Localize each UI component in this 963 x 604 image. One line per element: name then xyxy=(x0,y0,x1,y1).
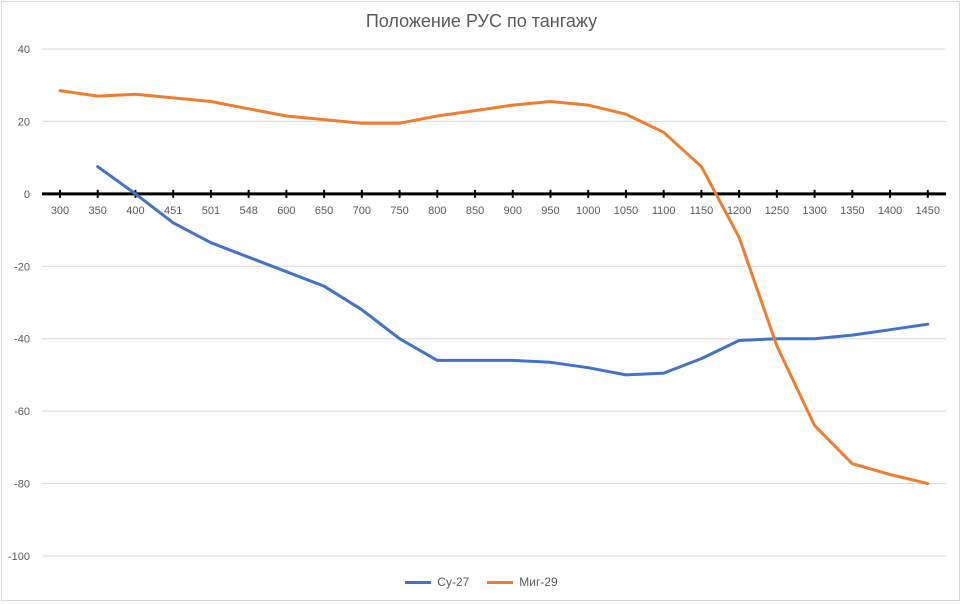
legend-swatch-su27 xyxy=(405,580,432,584)
y-tick-label: -100 xyxy=(8,551,30,563)
chart-title: Положение РУС по тангажу xyxy=(365,11,598,31)
y-tick-label: 40 xyxy=(18,44,30,56)
x-tick-label: 350 xyxy=(89,205,107,217)
y-tick-label: -40 xyxy=(14,334,30,346)
x-tick-label: 1200 xyxy=(727,205,751,217)
x-tick-label: 950 xyxy=(541,205,559,217)
x-tick-label: 451 xyxy=(164,205,182,217)
x-tick-label: 650 xyxy=(315,205,333,217)
y-tick-label: 20 xyxy=(18,116,30,128)
x-tick-label: 1350 xyxy=(840,205,864,217)
legend-label-mig29: Миг-29 xyxy=(519,575,558,589)
x-tick-label: 400 xyxy=(126,205,144,217)
x-tick-label: 1300 xyxy=(802,205,826,217)
legend: Су-27 Миг-29 xyxy=(0,575,963,589)
y-tick-label: 0 xyxy=(24,189,30,201)
legend-swatch-mig29 xyxy=(487,580,514,584)
x-tick-label: 800 xyxy=(428,205,446,217)
x-tick-label: 1150 xyxy=(690,205,714,217)
legend-label-su27: Су-27 xyxy=(437,575,470,589)
y-tick-label: -60 xyxy=(14,406,30,418)
x-tick-label: 1050 xyxy=(614,205,638,217)
x-tick-label: 1450 xyxy=(916,205,940,217)
x-tick-label: 750 xyxy=(390,205,408,217)
series-line-mig29 xyxy=(58,89,930,486)
x-tick-label: 700 xyxy=(353,205,371,217)
x-tick-label: 1250 xyxy=(765,205,789,217)
x-tick-label: 600 xyxy=(277,205,295,217)
y-tick-label: -20 xyxy=(14,261,30,273)
series-line-su27 xyxy=(96,165,930,377)
x-tick-label: 900 xyxy=(504,205,522,217)
x-tick-label: 1100 xyxy=(652,205,676,217)
x-tick-label: 1000 xyxy=(576,205,600,217)
x-tick-label: 1400 xyxy=(878,205,902,217)
x-tick-label: 501 xyxy=(202,205,220,217)
y-tick-label: -80 xyxy=(14,479,30,491)
x-tick-label: 850 xyxy=(466,205,484,217)
legend-item-mig29: Миг-29 xyxy=(487,575,558,589)
legend-item-su27: Су-27 xyxy=(405,575,469,589)
x-tick-label: 548 xyxy=(239,205,257,217)
x-tick-label: 300 xyxy=(51,205,69,217)
